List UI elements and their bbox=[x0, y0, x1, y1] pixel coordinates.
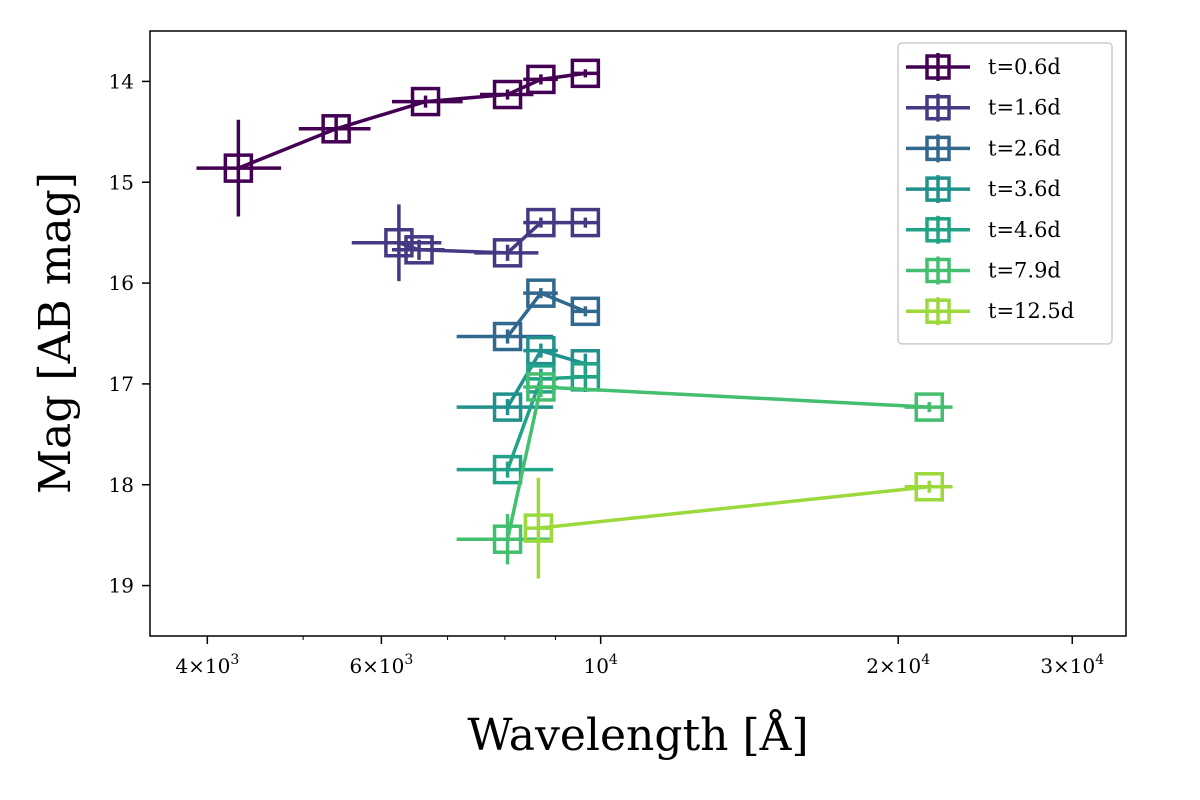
data-point-marker bbox=[321, 114, 351, 144]
data-point-marker bbox=[570, 58, 601, 89]
data-point-marker bbox=[492, 524, 523, 554]
series-layer bbox=[196, 58, 953, 579]
legend-label: t=1.6d bbox=[988, 96, 1061, 120]
series-line bbox=[538, 485, 930, 530]
data-point-marker bbox=[914, 472, 945, 502]
legend-label: t=3.6d bbox=[988, 177, 1061, 201]
legend-label: t=12.5d bbox=[988, 299, 1074, 323]
data-point-marker bbox=[384, 228, 414, 258]
y-tick-label: 18 bbox=[109, 473, 134, 497]
x-tick-label: 104 bbox=[583, 652, 617, 678]
series-t=12.5d bbox=[523, 472, 953, 579]
series-t=1.6d bbox=[351, 204, 601, 282]
data-point-marker bbox=[492, 454, 523, 485]
data-point-marker bbox=[223, 153, 254, 183]
legend-label: t=0.6d bbox=[988, 55, 1061, 79]
y-tick-label: 16 bbox=[109, 271, 134, 295]
x-tick-label: 3×104 bbox=[1040, 652, 1104, 678]
data-point-marker bbox=[914, 392, 945, 422]
legend: t=0.6d t=1.6d t=2.6d t=3.6d t=4.6d t=7.9d t=12… bbox=[897, 42, 1113, 345]
data-point-marker bbox=[523, 513, 554, 543]
x-axis-title: Wavelength [Å] bbox=[467, 708, 808, 761]
legend-marker bbox=[925, 298, 951, 324]
plot-frame bbox=[149, 30, 1127, 637]
x-tick-label: 2×104 bbox=[866, 652, 930, 678]
legend-marker bbox=[925, 257, 951, 284]
y-tick-label: 14 bbox=[109, 69, 134, 93]
data-point-marker bbox=[404, 235, 434, 265]
data-point-marker bbox=[526, 64, 556, 95]
y-axis-title: Mag [AB mag] bbox=[30, 172, 81, 494]
x-tick-label: 4×103 bbox=[175, 652, 239, 678]
series-t=7.9d bbox=[456, 372, 953, 565]
legend-marker bbox=[925, 94, 951, 121]
legend-label: t=2.6d bbox=[988, 136, 1061, 160]
legend-label: t=7.9d bbox=[988, 259, 1061, 283]
y-tick-label: 19 bbox=[109, 574, 134, 598]
data-point-marker bbox=[526, 372, 556, 402]
data-point-marker bbox=[526, 278, 556, 308]
series-t=2.6d bbox=[456, 278, 601, 352]
data-point-marker bbox=[410, 86, 441, 117]
data-point-marker bbox=[492, 79, 523, 110]
legend-marker bbox=[925, 54, 951, 80]
data-point-marker bbox=[526, 335, 556, 366]
legend-box bbox=[897, 42, 1113, 345]
legend-label: t=4.6d bbox=[988, 218, 1061, 242]
x-tick-label: 6×103 bbox=[349, 652, 413, 678]
data-point-marker bbox=[492, 321, 523, 352]
legend-marker bbox=[925, 135, 951, 162]
data-point-marker bbox=[492, 238, 523, 268]
legend-marker bbox=[925, 217, 951, 243]
data-point-marker bbox=[570, 296, 601, 327]
legend-marker bbox=[925, 176, 951, 202]
axes-layer: 4×103 6×103 104 2×104 3×104 14 15 16 17 18 19 bbox=[109, 69, 1105, 678]
y-tick-label: 17 bbox=[109, 372, 134, 396]
series-t=0.6d bbox=[196, 58, 601, 217]
y-tick-label: 15 bbox=[109, 170, 134, 194]
data-point-marker bbox=[492, 392, 523, 422]
data-point-marker bbox=[570, 207, 601, 238]
data-point-marker bbox=[526, 207, 556, 238]
